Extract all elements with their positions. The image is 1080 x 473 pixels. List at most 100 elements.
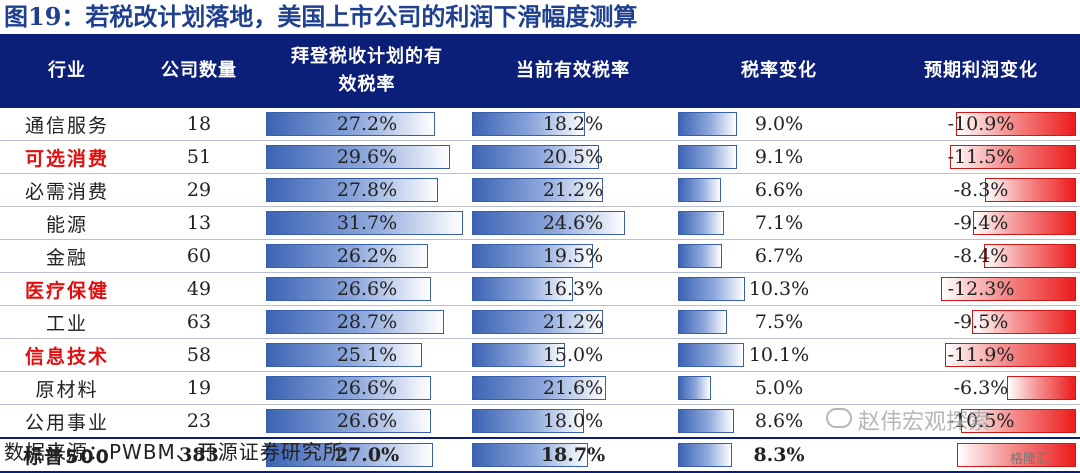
change-cell: 10.3%	[676, 272, 882, 306]
current-cell: 18.7%	[470, 437, 676, 473]
current-cell-inner: 24.6%	[470, 207, 676, 239]
source-note: 数据来源：PWBM、开源证券研究所	[4, 440, 344, 464]
current-cell-inner: 21.2%	[470, 306, 676, 338]
wechat-icon	[826, 408, 852, 428]
planned-cell-inner: 25.1%	[264, 339, 470, 371]
planned-bar	[266, 178, 439, 202]
change-cell: 9.1%	[676, 140, 882, 174]
change-bar	[678, 443, 732, 467]
current-cell: 21.2%	[470, 305, 676, 339]
table-row: 原材料 19 26.6% 21.6% 5.0% -6.3%	[0, 371, 1080, 405]
planned-bar	[266, 112, 435, 136]
company-count-cell: 51	[134, 140, 264, 174]
change-value: 7.5%	[754, 311, 804, 333]
current-bar	[472, 443, 588, 467]
change-value: 7.1%	[754, 212, 804, 234]
current-cell: 21.6%	[470, 371, 676, 405]
table-row: 金融 60 26.2% 19.5% 6.7% -8.4%	[0, 239, 1080, 273]
industry-cell: 必需消费	[0, 173, 134, 207]
planned-bar	[266, 443, 434, 467]
profit-cell-inner: -8.3%	[882, 174, 1080, 206]
planned-cell: 27.8%	[264, 173, 470, 207]
change-cell: 5.0%	[676, 371, 882, 405]
planned-cell: 26.6%	[264, 371, 470, 405]
company-count-cell: 18	[134, 108, 264, 141]
change-value: 8.6%	[754, 410, 804, 432]
industry-cell: 通信服务	[0, 108, 134, 141]
planned-value: 31.7%	[336, 212, 398, 234]
planned-cell: 25.1%	[264, 338, 470, 372]
current-cell-inner: 21.6%	[470, 372, 676, 404]
industry-cell: 信息技术	[0, 338, 134, 372]
current-value: 20.5%	[542, 146, 604, 168]
profit-cell: -10.5%	[882, 404, 1080, 439]
current-cell: 24.6%	[470, 206, 676, 240]
profit-cell: -8.4%	[882, 239, 1080, 273]
profit-cell-inner: -8.4%	[882, 240, 1080, 272]
planned-cell: 26.6%	[264, 272, 470, 306]
industry-cell: 金融	[0, 239, 134, 273]
profit-bar	[956, 112, 1076, 136]
company-count-cell: 63	[134, 305, 264, 339]
change-cell: 7.5%	[676, 305, 882, 339]
change-bar	[678, 376, 711, 400]
profit-bar	[983, 244, 1076, 268]
profit-cell-inner: -6.3%	[882, 372, 1080, 404]
current-cell-inner: 19.5%	[470, 240, 676, 272]
header-current-tax-rate: 当前有效税率	[516, 60, 630, 81]
planned-cell: 27.0%	[264, 437, 470, 473]
profit-bar	[957, 443, 1076, 467]
current-value: 21.6%	[542, 377, 604, 399]
profit-cell: -9.5%	[882, 305, 1080, 339]
profit-cell: -12.3%	[882, 272, 1080, 306]
profit-bar	[940, 277, 1076, 301]
change-value: 10.1%	[748, 344, 810, 366]
change-cell-inner: 6.6%	[676, 174, 882, 206]
change-bar	[678, 178, 721, 202]
company-count-cell: 49	[134, 272, 264, 306]
change-value: 10.3%	[748, 278, 810, 300]
gelonghui-logo: 格隆汇	[1010, 452, 1050, 467]
profit-cell-inner: -9.5%	[882, 306, 1080, 338]
change-cell-inner: 8.3%	[676, 439, 882, 471]
current-cell: 19.5%	[470, 239, 676, 273]
industry-cell: 能源	[0, 206, 134, 240]
planned-cell: 26.2%	[264, 239, 470, 273]
current-value: 24.6%	[542, 212, 604, 234]
planned-bar	[266, 277, 431, 301]
chart-title: 图19：若税改计划落地，美国上市公司的利润下滑幅度测算	[4, 2, 638, 31]
header-company-count: 公司数量	[161, 60, 237, 81]
profit-cell-inner: -10.5%	[882, 405, 1080, 437]
change-value: 5.0%	[754, 377, 804, 399]
planned-cell-inner: 26.6%	[264, 372, 470, 404]
table-row: 标普500 383 27.0% 18.7% 8.3%	[0, 437, 1080, 473]
profit-value: -10.5%	[947, 410, 1015, 432]
table-body: 通信服务 18 27.2% 18.2% 9.0% -10.9% 可选消费 51 29.6% 20.…	[0, 108, 1080, 473]
header-profit-change: 预期利润变化	[924, 60, 1038, 81]
planned-cell-inner: 28.7%	[264, 306, 470, 338]
profit-value: -8.3%	[953, 179, 1009, 201]
profit-bar	[945, 343, 1076, 367]
planned-bar	[266, 310, 444, 334]
industry-cell: 公用事业	[0, 404, 134, 439]
change-value: 6.6%	[754, 179, 804, 201]
profit-bar	[972, 211, 1076, 235]
change-bar	[678, 310, 727, 334]
profit-cell: -11.9%	[882, 338, 1080, 372]
change-cell-inner: 7.1%	[676, 207, 882, 239]
change-bar	[678, 409, 734, 433]
table-row: 可选消费 51 29.6% 20.5% 9.1% -11.5%	[0, 140, 1080, 174]
planned-bar	[266, 211, 463, 235]
current-value: 19.5%	[542, 245, 604, 267]
current-bar	[472, 343, 565, 367]
profit-bar	[984, 178, 1076, 202]
planned-value: 27.0%	[334, 444, 400, 466]
current-value: 21.2%	[542, 311, 604, 333]
industry-cell: 原材料	[0, 371, 134, 405]
current-cell-inner: 16.3%	[470, 273, 676, 305]
current-bar	[472, 277, 574, 301]
current-value: 18.7%	[540, 444, 606, 466]
current-value: 16.3%	[542, 278, 604, 300]
current-cell: 15.0%	[470, 338, 676, 372]
planned-bar	[266, 244, 429, 268]
